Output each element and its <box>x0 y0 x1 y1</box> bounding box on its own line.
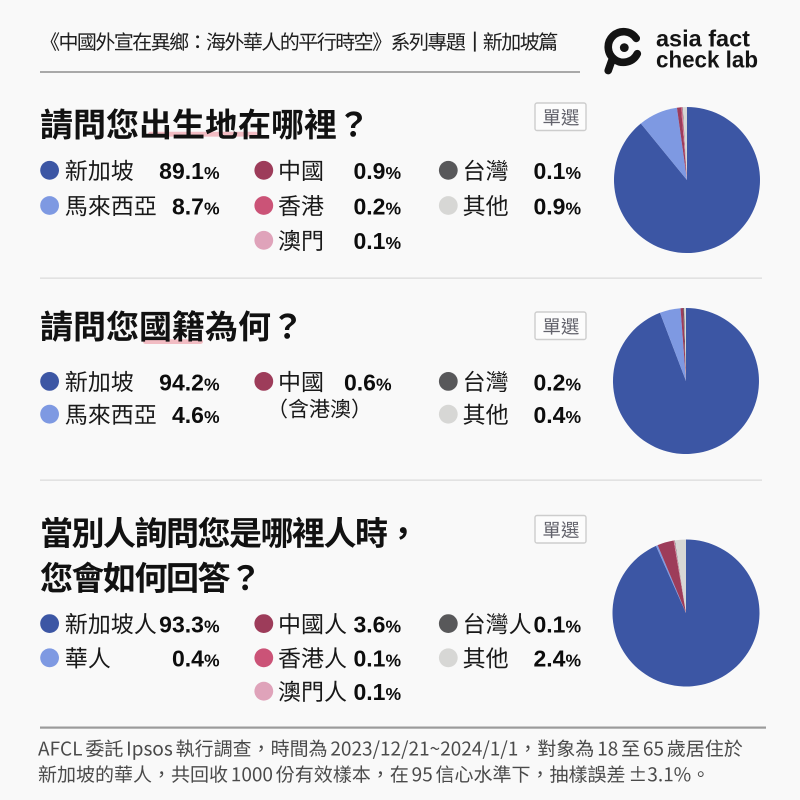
svg-text:3.6%: 3.6% <box>353 612 401 638</box>
svg-text:2.4%: 2.4% <box>533 646 581 672</box>
svg-text:0.9%: 0.9% <box>533 193 581 219</box>
svg-text:0.1%: 0.1% <box>533 612 581 638</box>
svg-text:asia fact: asia fact <box>656 26 750 52</box>
svg-text:0.1%: 0.1% <box>353 679 401 705</box>
svg-text:0.4%: 0.4% <box>533 402 581 428</box>
svg-text:check lab: check lab <box>656 47 758 73</box>
svg-text:0.1%: 0.1% <box>533 158 581 184</box>
svg-text:0.2%: 0.2% <box>533 369 581 395</box>
svg-text:93.3%: 93.3% <box>159 612 220 638</box>
svg-text:94.2%: 94.2% <box>159 369 220 395</box>
svg-text:4.6%: 4.6% <box>172 402 220 428</box>
svg-text:0.6%: 0.6% <box>344 369 392 395</box>
svg-text:0.1%: 0.1% <box>353 228 401 254</box>
svg-text:8.7%: 8.7% <box>172 193 220 219</box>
svg-text:0.1%: 0.1% <box>353 646 401 672</box>
svg-text:0.4%: 0.4% <box>172 646 220 672</box>
svg-text:0.9%: 0.9% <box>353 158 401 184</box>
svg-text:0.2%: 0.2% <box>353 193 401 219</box>
svg-text:89.1%: 89.1% <box>159 158 220 184</box>
